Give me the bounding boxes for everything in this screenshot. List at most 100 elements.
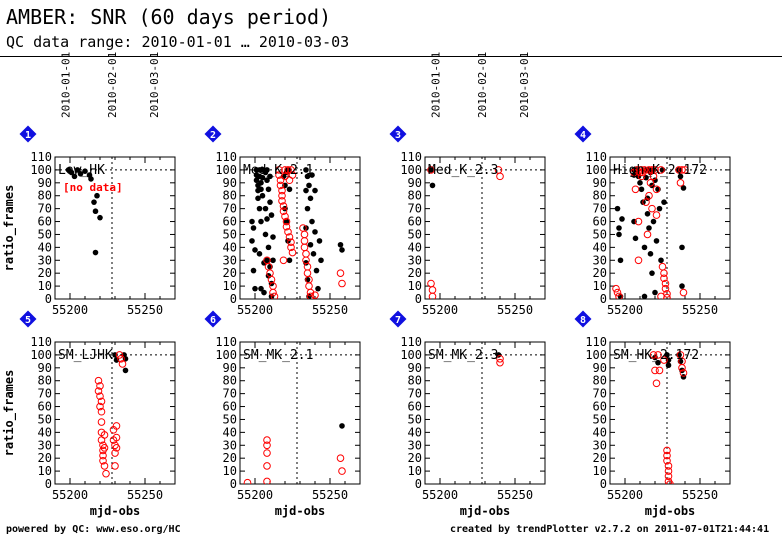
data-point-red (664, 467, 673, 475)
panel-number: 5 (25, 315, 31, 326)
data-point-black (264, 257, 270, 264)
data-point-black (649, 270, 655, 276)
data-point-red (97, 407, 106, 416)
y-tick-label: 110 (30, 150, 52, 164)
y-tick-label: 50 (593, 227, 607, 241)
data-point-black (265, 244, 272, 251)
y-tick-label: 30 (593, 253, 607, 267)
data-point-black (265, 186, 272, 193)
y-tick-label: 0 (45, 292, 52, 306)
date-tick-label: 2010-03-01 (518, 52, 531, 118)
data-point-black (650, 218, 657, 225)
y-tick-label: 20 (593, 451, 607, 465)
data-point-red (666, 480, 674, 484)
header-divider (0, 56, 782, 57)
y-tick-label: 20 (38, 451, 52, 465)
y-tick-label: 110 (215, 150, 237, 164)
y-tick-label: 70 (223, 387, 237, 401)
data-point-black (97, 214, 103, 221)
y-tick-label: 10 (408, 279, 422, 293)
data-point-red (613, 288, 622, 297)
data-point-black (661, 199, 667, 205)
data-point-red (278, 197, 286, 205)
data-point-black (303, 167, 309, 173)
page-subtitle: QC data range: 2010-01-01 … 2010-03-03 (6, 33, 350, 51)
y-axis-label: ratio_frames (2, 185, 17, 272)
y-tick-label: 0 (230, 292, 237, 306)
panel-label: Med_K_2.3 (428, 163, 498, 178)
data-point-red (681, 166, 689, 174)
x-tick-label: 55200 (52, 303, 88, 317)
data-points (427, 166, 504, 299)
data-point-red (634, 256, 643, 265)
data-point-black (250, 267, 257, 274)
data-point-red (649, 351, 658, 359)
y-tick-label: 50 (593, 412, 607, 426)
data-point-black (306, 182, 312, 189)
y-tick-label: 60 (38, 215, 52, 229)
data-point-black (304, 205, 311, 212)
data-point-red (306, 288, 315, 297)
data-point-red (652, 211, 661, 219)
data-point-red (663, 446, 671, 455)
data-point-red (279, 207, 288, 216)
data-point-red (676, 179, 685, 187)
y-tick-label: 20 (38, 266, 52, 280)
y-tick-label: 60 (223, 215, 237, 229)
data-point-red (658, 262, 667, 271)
data-point-black (264, 167, 270, 173)
data-point-red (111, 462, 119, 470)
data-point-red (631, 185, 640, 194)
data-point-red (282, 222, 291, 231)
x-tick-label: 55250 (682, 488, 718, 502)
y-tick-label: 0 (230, 477, 237, 491)
data-point-red (281, 172, 289, 181)
data-point-black (94, 192, 100, 199)
data-point-black (88, 176, 94, 182)
y-tick-label: 40 (38, 425, 52, 439)
data-point-black (267, 173, 273, 180)
x-axis-label: mjd-obs (90, 504, 141, 518)
data-point-red (279, 256, 288, 265)
data-point-red (427, 279, 435, 288)
y-tick-label: 60 (408, 215, 422, 229)
data-point-black (303, 187, 309, 194)
data-point-red (288, 171, 297, 179)
data-point-black (249, 238, 255, 244)
y-tick-label: 50 (38, 227, 52, 241)
panel-number: 3 (395, 130, 401, 141)
data-point-black (286, 186, 293, 193)
y-tick-label: 40 (408, 240, 422, 254)
data-point-black (286, 257, 293, 264)
data-point-red (496, 172, 504, 181)
y-tick-label: 60 (593, 215, 607, 229)
data-point-black (74, 167, 81, 173)
data-point-black (92, 208, 99, 215)
data-point-black (313, 267, 320, 274)
y-tick-label: 110 (585, 335, 607, 349)
panel-label: SM_MK_2.1 (243, 348, 313, 363)
data-point-black (677, 173, 684, 180)
data-point-red (112, 433, 121, 442)
y-tick-label: 50 (223, 412, 237, 426)
y-tick-label: 30 (593, 438, 607, 452)
data-point-black (304, 173, 311, 180)
data-point-red (428, 286, 437, 294)
y-tick-label: 70 (593, 202, 607, 216)
data-point-black (310, 251, 317, 257)
data-point-black (315, 285, 321, 292)
panel-number: 7 (395, 315, 401, 326)
data-point-red (281, 212, 289, 221)
panel-number: 4 (580, 130, 586, 141)
x-tick-label: 55250 (127, 303, 163, 317)
data-point-red (643, 230, 652, 239)
data-point-black (652, 289, 658, 296)
data-point-red (282, 217, 291, 226)
y-tick-label: 70 (223, 202, 237, 216)
x-tick-label: 55200 (237, 488, 273, 502)
data-point-red (612, 284, 620, 293)
panel-number: 8 (580, 315, 586, 326)
data-point-red (652, 185, 661, 194)
y-tick-label: 70 (38, 202, 52, 216)
